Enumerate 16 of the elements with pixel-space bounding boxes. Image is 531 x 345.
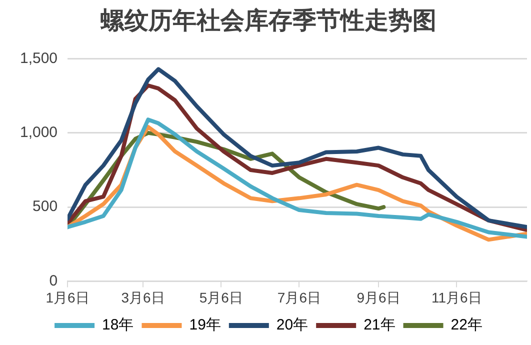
text: 1,000 (20, 124, 58, 142)
y-tick-label: 0 (49, 272, 58, 290)
x-tick-label: 5月6日 (199, 289, 243, 306)
text: 1,500 (20, 50, 58, 67)
legend-label: 22年 (450, 316, 482, 334)
x-tick-label: 1月6日 (46, 289, 90, 306)
chart-title: 螺纹历年社会库存季节性走势图 (100, 6, 436, 35)
legend-label: 20年 (276, 316, 308, 334)
y-tick-label: 500 (32, 198, 58, 216)
legend-label: 21年 (364, 316, 396, 334)
legend-label: 19年 (189, 316, 221, 334)
x-tick-label: 3月6日 (121, 289, 165, 306)
x-tick-label: 7月6日 (277, 289, 321, 306)
x-tick-label: 11月6日 (431, 289, 482, 306)
x-tick-label: 9月6日 (356, 289, 400, 306)
legend-label: 18年 (102, 316, 134, 334)
